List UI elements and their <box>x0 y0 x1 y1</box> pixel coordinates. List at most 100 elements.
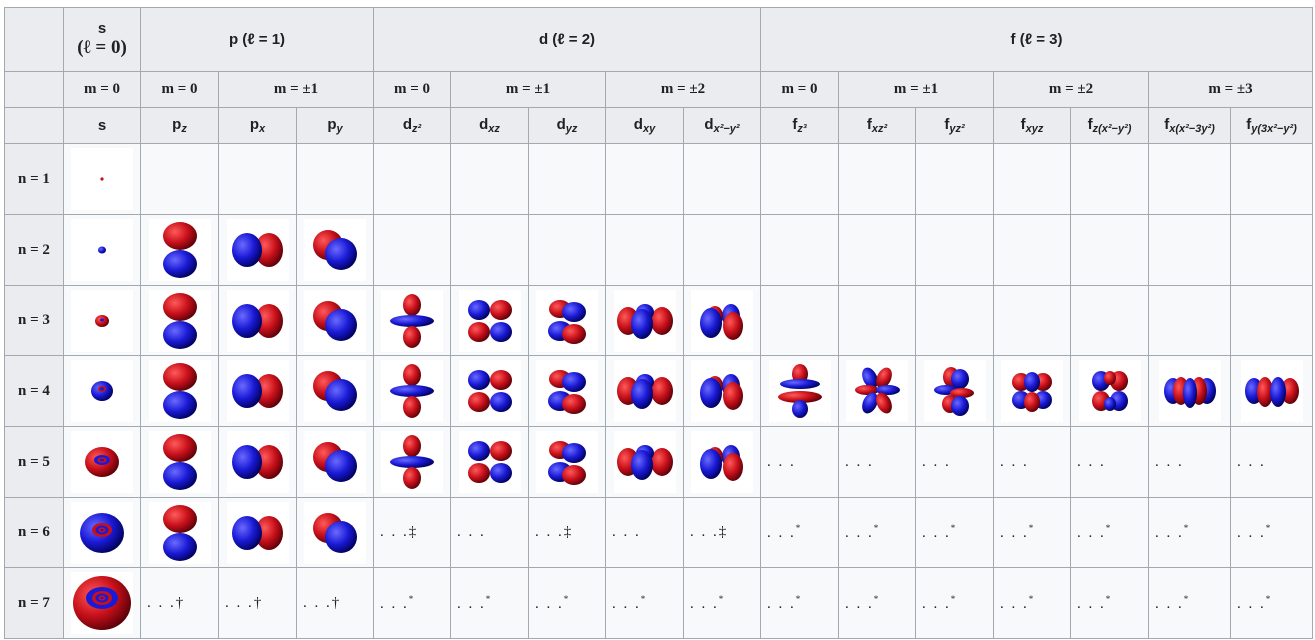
orbital-subscript: z(x²−y²) <box>1092 123 1132 135</box>
orbital-py-image <box>304 219 366 281</box>
orbital-image-cell <box>296 426 374 498</box>
corner-header <box>4 7 64 72</box>
orbital-image-cell <box>605 426 684 498</box>
orbital-name-header: dyz <box>528 107 606 144</box>
orbital-image-cell <box>450 355 529 427</box>
orbital-image-cell <box>218 497 297 568</box>
orbital-image-cell <box>760 355 839 427</box>
orbital-name-header: fyz² <box>915 107 994 144</box>
orbital-name-header: fz(x²−y²) <box>1070 107 1149 144</box>
orbital-px-image <box>226 501 289 564</box>
footnote-dagger: † <box>331 594 342 611</box>
orbital-image-cell <box>450 426 529 498</box>
orbital-name-header: pz <box>140 107 219 144</box>
orbital-image-cell <box>218 426 297 498</box>
ellipsis-cell: . . .* <box>993 567 1071 639</box>
orbital-name-header: dz² <box>373 107 451 144</box>
orbital-letter: d <box>633 116 643 133</box>
ellipsis-text: . . . <box>845 525 874 541</box>
orbital-name-header: px <box>218 107 297 144</box>
ellipsis-cell: . . .‡ <box>373 497 451 568</box>
orbital-name-header: fx(x²−3y²) <box>1148 107 1231 144</box>
ellipsis-text: . . . <box>535 595 564 612</box>
orbital-s1-image <box>71 148 133 210</box>
orbital-subscript: z² <box>412 123 422 135</box>
orbital-image-cell <box>218 355 297 427</box>
empty-cell <box>528 143 606 215</box>
footnote-star: * <box>795 523 801 533</box>
footnote-double-dagger: ‡ <box>718 524 729 540</box>
footnote-dagger: † <box>175 594 186 611</box>
orbital-letter: f <box>1246 116 1252 133</box>
ellipsis-cell: . . .* <box>993 497 1071 568</box>
row-label-n: n = 2 <box>4 214 64 286</box>
footnote-star: * <box>873 523 879 533</box>
ellipsis-text: . . . <box>147 594 176 611</box>
footnote-star: * <box>485 593 491 604</box>
orbital-image-cell <box>915 355 994 427</box>
ellipsis-text: . . . <box>922 595 951 612</box>
orbital-image-cell <box>296 285 374 356</box>
empty-cell <box>373 143 451 215</box>
orbital-image-cell <box>373 355 451 427</box>
empty-cell <box>838 285 916 356</box>
orbital-image-cell <box>1070 355 1149 427</box>
footnote-star: * <box>1183 523 1189 533</box>
orbital-image-cell <box>296 214 374 286</box>
m-header: m = 0 <box>373 71 451 108</box>
m-header: m = 0 <box>63 71 141 108</box>
footnote-star: * <box>950 593 956 604</box>
orbital-name-header: fy(3x²−y²) <box>1230 107 1313 144</box>
ellipsis-text: . . . <box>1000 595 1029 612</box>
empty-cell <box>296 143 374 215</box>
table-row: n = 4 <box>4 355 1313 427</box>
ellipsis-text: . . . <box>845 453 874 470</box>
ellipsis-text: . . . <box>380 524 409 540</box>
empty-cell <box>1230 143 1313 215</box>
ellipsis-text: . . . <box>767 453 796 470</box>
ellipsis-text: . . . <box>1237 453 1266 470</box>
orbital-dxz-image <box>458 431 521 493</box>
m-header: m = 0 <box>760 71 839 108</box>
header-d: d (ℓ = 2) <box>373 7 761 72</box>
orbital-image-cell <box>683 285 761 356</box>
m-header: m = 0 <box>140 71 219 108</box>
footnote-double-dagger: ‡ <box>408 524 419 540</box>
ellipsis-text: . . . <box>690 595 719 612</box>
empty-cell <box>760 214 839 286</box>
ellipsis-cell: . . .† <box>218 567 297 639</box>
orbital-letter: f <box>1164 116 1170 133</box>
orbital-dxz-image <box>458 360 521 422</box>
orbital-image-cell <box>63 426 141 498</box>
table-row: n = 2 <box>4 214 1313 286</box>
table-row: n = 1 <box>4 143 1313 215</box>
empty-cell <box>1148 143 1231 215</box>
orbital-name-header: dx²−y² <box>683 107 761 144</box>
table-row: n = 3 <box>4 285 1313 356</box>
orbital-s3-image <box>71 289 133 352</box>
m-header: m = ±1 <box>218 71 374 108</box>
footnote-star: * <box>640 593 646 604</box>
orbital-py-image <box>304 360 366 422</box>
empty-cell <box>528 214 606 286</box>
orbital-image-cell <box>63 143 141 215</box>
empty-cell <box>218 143 297 215</box>
empty-cell <box>683 214 761 286</box>
s-l-value: (ℓ = 0) <box>77 37 127 58</box>
footnote-star: * <box>1265 593 1271 604</box>
orbital-letter: f <box>866 116 872 133</box>
table-row: n = 7 . . .†. . .†. . .†. . .*. . .*. . … <box>4 567 1313 639</box>
orbital-image-cell <box>838 355 916 427</box>
orbital-image-cell <box>1148 355 1231 427</box>
orbital-letter: f <box>792 116 798 133</box>
orbital-subscript: x(x²−3y²) <box>1169 123 1215 135</box>
empty-cell <box>140 143 219 215</box>
ellipsis-cell: . . .* <box>1230 567 1313 639</box>
ellipsis-text: . . . <box>1155 453 1184 470</box>
empty-cell <box>605 143 684 215</box>
empty-cell <box>915 285 994 356</box>
orbital-letter: d <box>556 116 566 133</box>
empty-cell <box>915 214 994 286</box>
orbital-image-cell <box>140 426 219 498</box>
orbital-pz-image <box>148 501 211 564</box>
